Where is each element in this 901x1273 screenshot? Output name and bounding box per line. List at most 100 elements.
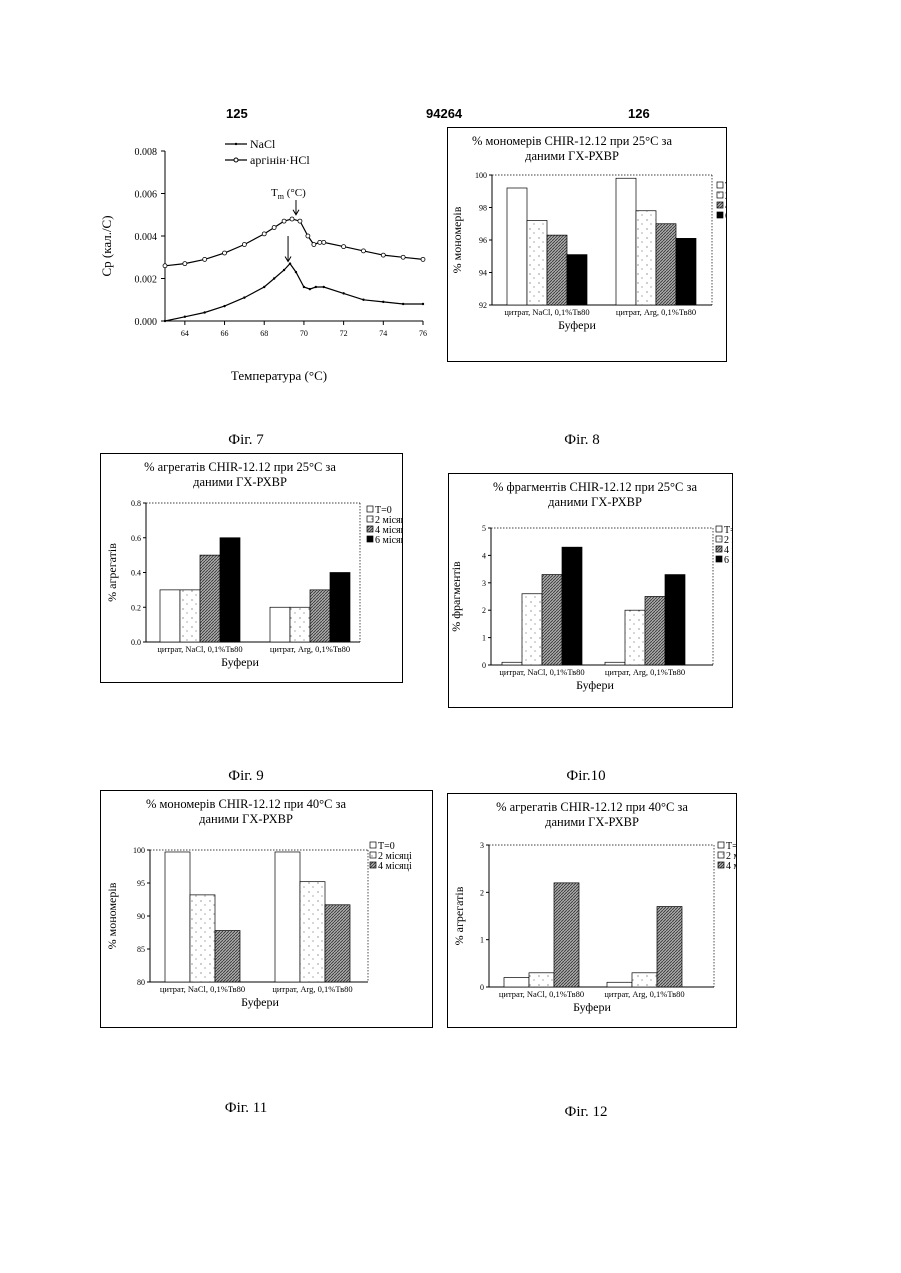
bar bbox=[562, 547, 582, 665]
y-axis-label: % фрагментів bbox=[449, 561, 463, 632]
legend-marker bbox=[234, 158, 238, 162]
data-point bbox=[283, 269, 285, 271]
patent-number: 94264 bbox=[426, 106, 462, 121]
fig8-caption: Фіг. 8 bbox=[522, 432, 642, 449]
data-point bbox=[318, 240, 322, 244]
data-point bbox=[242, 243, 246, 247]
x-axis-label: Буфери bbox=[558, 318, 596, 332]
x-category-label: цитрат, Arg, 0,1%Тв80 bbox=[605, 667, 685, 677]
bar bbox=[330, 573, 350, 643]
fig7-chart: 0.0000.0020.0040.0060.00864666870727476Т… bbox=[95, 130, 435, 390]
y-tick-label: 0.0 bbox=[131, 638, 141, 647]
x-category-label: цитрат, NaCl, 0,1%Тв80 bbox=[157, 644, 242, 654]
bar bbox=[616, 178, 636, 305]
bar bbox=[504, 978, 529, 987]
data-point bbox=[303, 286, 305, 288]
bar bbox=[636, 211, 656, 305]
x-axis-label: Температура (°C) bbox=[231, 368, 327, 383]
data-point bbox=[382, 301, 384, 303]
legend-label: аргінін·HCl bbox=[250, 153, 310, 167]
y-tick-label: 100 bbox=[133, 846, 145, 855]
y-tick-label: 0.004 bbox=[135, 232, 158, 243]
bar bbox=[502, 662, 522, 665]
legend-swatch bbox=[370, 842, 376, 848]
data-point bbox=[312, 243, 316, 247]
chart-title-line: % агрегатів CHIR-12.12 при 25°С за bbox=[144, 460, 336, 474]
legend-marker bbox=[235, 143, 237, 145]
bar bbox=[200, 555, 220, 642]
bar bbox=[554, 883, 579, 987]
bar bbox=[270, 607, 290, 642]
x-tick-label: 74 bbox=[379, 329, 387, 338]
fig9-chart: % агрегатів CHIR-12.12 при 25°С заданими… bbox=[100, 453, 403, 683]
y-tick-label: 0 bbox=[480, 983, 484, 992]
y-tick-label: 0.2 bbox=[131, 603, 141, 612]
x-axis-label: Буфери bbox=[241, 995, 279, 1009]
y-tick-label: 0.006 bbox=[135, 190, 158, 201]
legend-label: 6 місяців bbox=[724, 555, 733, 566]
legend-swatch bbox=[370, 862, 376, 868]
y-tick-label: 1 bbox=[482, 634, 486, 643]
legend-swatch bbox=[367, 506, 373, 512]
bar bbox=[165, 852, 190, 982]
data-point bbox=[223, 305, 225, 307]
x-category-label: цитрат, Arg, 0,1%Тв80 bbox=[604, 989, 684, 999]
data-point bbox=[164, 320, 166, 322]
legend-swatch bbox=[716, 536, 722, 542]
legend-swatch bbox=[717, 182, 723, 188]
bar bbox=[325, 905, 350, 982]
fig12-caption: Фіг. 12 bbox=[526, 1104, 646, 1121]
data-point bbox=[421, 257, 425, 261]
bar bbox=[275, 852, 300, 982]
y-tick-label: 0.4 bbox=[131, 569, 141, 578]
page-number-right: 126 bbox=[628, 106, 650, 121]
chart-title-line: % агрегатів CHIR-12.12 при 40°С за bbox=[496, 800, 688, 814]
data-point bbox=[381, 253, 385, 257]
bar bbox=[215, 931, 240, 982]
legend-swatch bbox=[716, 546, 722, 552]
bar bbox=[529, 973, 554, 987]
data-point bbox=[342, 245, 346, 249]
x-tick-label: 72 bbox=[340, 329, 348, 338]
y-axis-label: % мономерів bbox=[105, 882, 119, 949]
legend-swatch bbox=[718, 862, 724, 868]
bar bbox=[507, 188, 527, 305]
data-point bbox=[289, 262, 291, 264]
x-category-label: цитрат, Arg, 0,1%Тв80 bbox=[272, 984, 352, 994]
y-tick-label: 80 bbox=[137, 978, 145, 987]
data-point bbox=[243, 296, 245, 298]
data-point bbox=[262, 232, 266, 236]
data-point bbox=[184, 316, 186, 318]
legend-swatch bbox=[716, 526, 722, 532]
data-point bbox=[402, 303, 404, 305]
x-axis-label: Буфери bbox=[576, 678, 614, 692]
bar bbox=[190, 895, 215, 982]
data-point bbox=[342, 292, 344, 294]
data-point bbox=[295, 271, 297, 273]
fig12-chart: % агрегатів CHIR-12.12 при 40°С заданими… bbox=[447, 793, 737, 1028]
legend-swatch bbox=[367, 516, 373, 522]
legend-swatch bbox=[717, 192, 723, 198]
data-point bbox=[361, 249, 365, 253]
bar bbox=[632, 973, 657, 987]
y-axis-label: % агрегатів bbox=[452, 886, 466, 945]
y-tick-label: 5 bbox=[482, 524, 486, 533]
legend-label: 4 місяці bbox=[378, 861, 412, 872]
legend-swatch bbox=[367, 536, 373, 542]
y-tick-label: 0 bbox=[482, 661, 486, 670]
x-category-label: цитрат, Arg, 0,1%Тв80 bbox=[616, 307, 696, 317]
y-tick-label: 2 bbox=[480, 888, 484, 897]
y-tick-label: 1 bbox=[480, 936, 484, 945]
bar bbox=[547, 235, 567, 305]
bar bbox=[160, 590, 180, 642]
chart-title-line: даними ГХ-РХВР bbox=[545, 815, 639, 829]
bar bbox=[300, 882, 325, 982]
data-point bbox=[263, 286, 265, 288]
data-point bbox=[362, 299, 364, 301]
y-tick-label: 95 bbox=[137, 879, 145, 888]
fig8-chart: % мономерів CHIR-12.12 при 25°С заданими… bbox=[447, 127, 727, 362]
bar bbox=[645, 597, 665, 666]
bar bbox=[567, 255, 587, 305]
data-point bbox=[273, 277, 275, 279]
y-tick-label: 96 bbox=[479, 236, 487, 245]
